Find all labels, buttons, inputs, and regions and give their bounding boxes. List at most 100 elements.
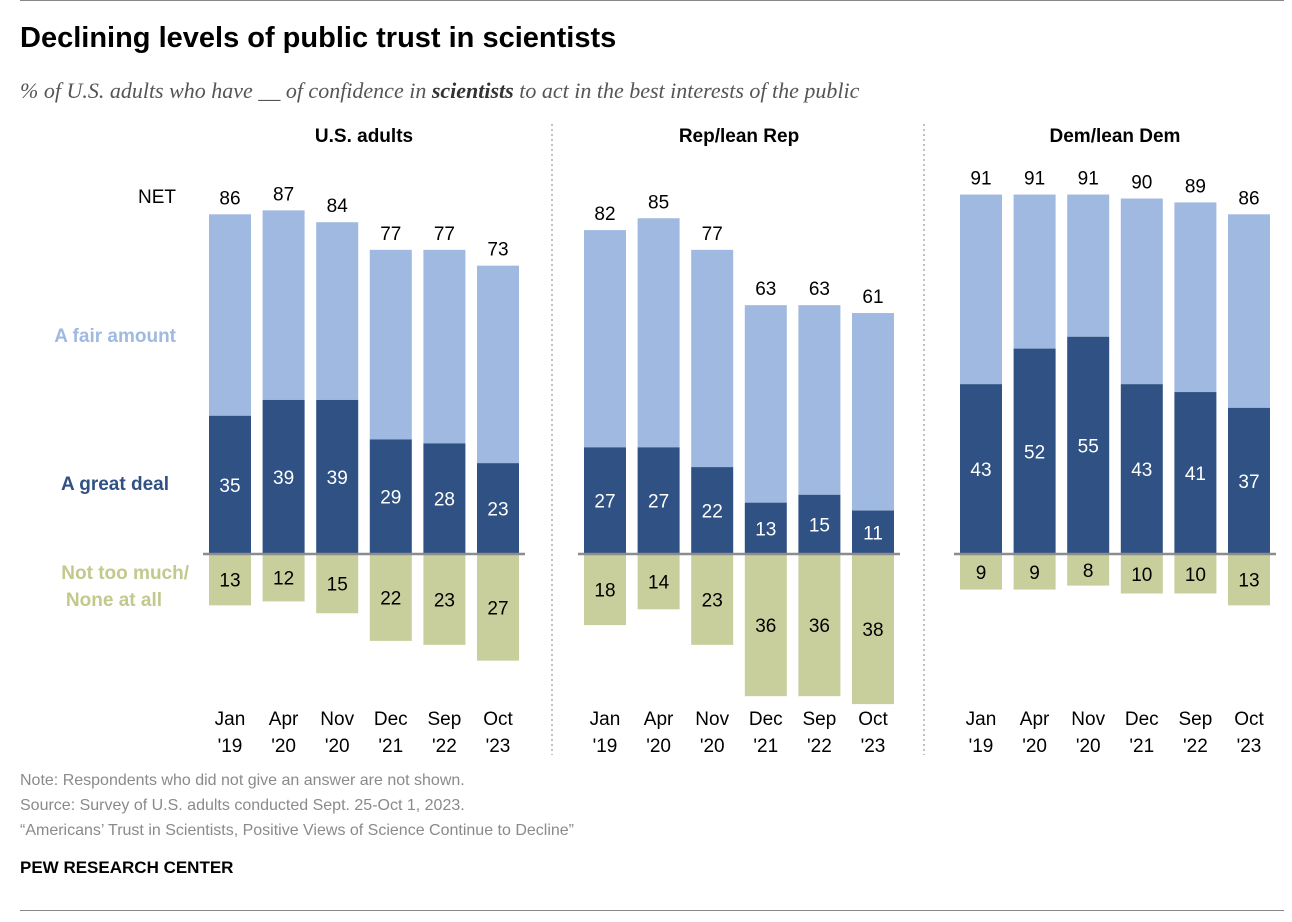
- footer-note: Note: Respondents who did not give an an…: [20, 772, 465, 789]
- bar-great-deal: [369, 439, 412, 554]
- tick-label-month: Apr: [644, 709, 674, 730]
- label-not-too-much: 27: [487, 598, 508, 619]
- subtitle-emphasis: scientists: [431, 78, 514, 103]
- label-not-too-much: 10: [1131, 565, 1152, 586]
- bar-not-too-much: [316, 554, 359, 614]
- tick-label-year: '20: [1076, 736, 1101, 757]
- label-net: 91: [1078, 169, 1099, 190]
- label-great-deal: 13: [755, 519, 776, 540]
- subtitle-before: % of U.S. adults who have __ of confiden…: [20, 78, 432, 103]
- subtitle-after: to act in the best interests of the publ…: [513, 78, 860, 103]
- label-not-too-much: 15: [327, 575, 348, 596]
- tick-label-month: Jan: [590, 709, 621, 730]
- bar-fair-amount: [637, 218, 680, 448]
- bar-fair-amount: [852, 313, 894, 511]
- label-great-deal: 29: [380, 488, 401, 509]
- label-not-too-much: 36: [755, 616, 776, 637]
- bar-fair-amount: [744, 305, 787, 503]
- org-name: PEW RESEARCH CENTER: [20, 858, 234, 877]
- label-great-deal: 39: [273, 468, 294, 489]
- bar-great-deal: [316, 399, 359, 554]
- label-great-deal: 55: [1078, 436, 1099, 457]
- bar-not-too-much: [637, 554, 680, 610]
- bar-fair-amount: [584, 230, 626, 448]
- tick-label-month: Apr: [269, 709, 299, 730]
- bar-not-too-much: [209, 554, 251, 606]
- label-not-too-much: 14: [648, 573, 670, 594]
- tick-label-year: '22: [807, 736, 832, 757]
- label-net: 91: [970, 169, 991, 190]
- label-great-deal: 15: [809, 515, 830, 536]
- bar-great-deal: [1013, 348, 1056, 554]
- label-great-deal: 27: [648, 492, 669, 513]
- legend-net-label: NET: [138, 187, 176, 208]
- bar-great-deal: [637, 447, 680, 554]
- panel-title-3: Dem/lean Dem: [1050, 126, 1181, 147]
- bar-fair-amount: [316, 222, 359, 400]
- label-not-too-much: 23: [702, 590, 723, 611]
- label-not-too-much: 22: [380, 588, 401, 609]
- tick-label-month: Dec: [1125, 709, 1159, 730]
- bar-fair-amount: [798, 305, 841, 495]
- label-net: 91: [1024, 169, 1045, 190]
- bar-not-too-much: [369, 554, 412, 641]
- bar-great-deal: [584, 447, 626, 554]
- tick-label-month: Sep: [1178, 709, 1212, 730]
- bar-fair-amount: [1067, 194, 1110, 337]
- tick-label-month: Sep: [427, 709, 461, 730]
- bar-fair-amount: [209, 214, 251, 416]
- legend-none-at-all: None at all: [66, 590, 162, 611]
- label-great-deal: 35: [219, 476, 240, 497]
- tick-label-year: '19: [969, 736, 994, 757]
- label-net: 63: [809, 279, 830, 300]
- label-not-too-much: 23: [434, 590, 455, 611]
- bar-great-deal: [477, 463, 519, 554]
- tick-label-year: '20: [271, 736, 296, 757]
- label-not-too-much: 13: [219, 571, 240, 592]
- label-great-deal: 43: [1131, 460, 1152, 481]
- label-net: 85: [648, 192, 669, 213]
- tick-label-month: Oct: [1234, 709, 1264, 730]
- tick-label-month: Dec: [374, 709, 408, 730]
- bar-great-deal: [1120, 384, 1163, 554]
- label-great-deal: 39: [327, 468, 348, 489]
- label-not-too-much: 38: [862, 620, 883, 641]
- label-great-deal: 43: [970, 460, 991, 481]
- label-net: 61: [862, 287, 883, 308]
- tick-label-year: '23: [1237, 736, 1262, 757]
- bottom-rule: [20, 910, 1284, 911]
- tick-label-year: '21: [753, 736, 778, 757]
- tick-label-month: Nov: [320, 709, 354, 730]
- tick-label-year: '19: [593, 736, 618, 757]
- label-great-deal: 28: [434, 490, 455, 511]
- tick-label-year: '23: [486, 736, 511, 757]
- chart-title: Declining levels of public trust in scie…: [20, 22, 617, 54]
- label-not-too-much: 10: [1185, 565, 1206, 586]
- tick-label-year: '20: [1022, 736, 1047, 757]
- tick-label-year: '22: [432, 736, 457, 757]
- bar-great-deal: [744, 502, 787, 554]
- bar-fair-amount: [477, 265, 519, 464]
- bar-not-too-much: [960, 554, 1002, 590]
- tick-label-month: Nov: [1071, 709, 1105, 730]
- label-not-too-much: 8: [1083, 561, 1094, 582]
- bar-fair-amount: [960, 194, 1002, 385]
- tick-label-month: Nov: [695, 709, 729, 730]
- label-great-deal: 27: [594, 492, 615, 513]
- chart-subtitle: % of U.S. adults who have __ of confiden…: [20, 78, 859, 104]
- bar-fair-amount: [1174, 202, 1217, 393]
- bar-great-deal: [1067, 336, 1110, 554]
- bar-not-too-much: [423, 554, 466, 645]
- bar-great-deal: [691, 467, 734, 554]
- tick-label-year: '22: [1183, 736, 1208, 757]
- bar-great-deal: [852, 510, 894, 554]
- bar-great-deal: [1174, 392, 1217, 554]
- label-not-too-much: 9: [976, 563, 987, 584]
- bar-fair-amount: [262, 210, 305, 400]
- tick-label-year: '20: [700, 736, 725, 757]
- tick-label-month: Dec: [749, 709, 783, 730]
- label-great-deal: 23: [487, 500, 508, 521]
- label-net: 73: [487, 240, 508, 261]
- chart-marks: U.S. adults863513Jan'19873912Apr'2084391…: [203, 124, 1276, 757]
